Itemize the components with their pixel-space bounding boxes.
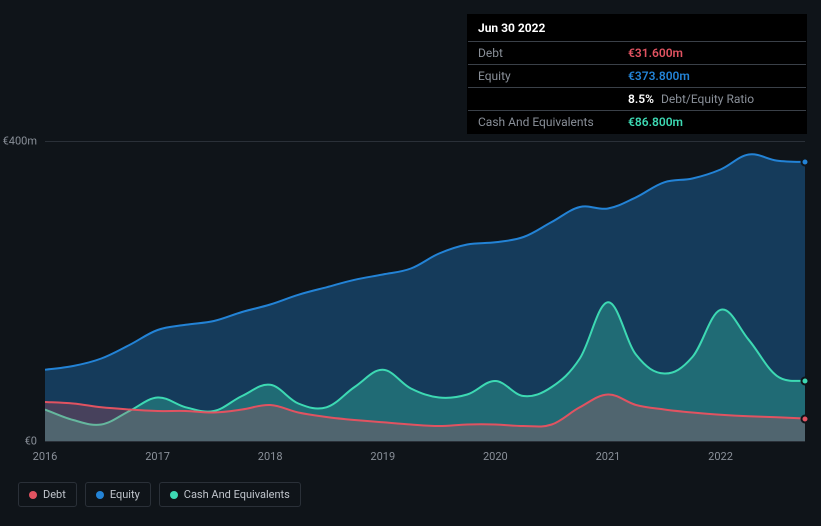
- legend-dot-icon: [170, 491, 178, 499]
- legend-dot-icon: [96, 491, 104, 499]
- tooltip-row-label: Cash And Equivalents: [478, 115, 628, 129]
- tooltip-row-value: €373.800m: [628, 69, 690, 83]
- tooltip-row-label: Debt: [478, 46, 628, 60]
- legend-item-cash[interactable]: Cash And Equivalents: [159, 482, 301, 507]
- chart-tooltip: Jun 30 2022 Debt€31.600mEquity€373.800m8…: [467, 14, 807, 134]
- tooltip-row: Equity€373.800m: [468, 65, 806, 88]
- x-axis-label: 2019: [370, 450, 395, 463]
- x-axis-label: 2016: [33, 450, 58, 463]
- y-axis-label: €0: [0, 435, 37, 448]
- series-end-marker-debt: [801, 414, 810, 423]
- y-axis-label: €400m: [0, 135, 37, 148]
- tooltip-row: Debt€31.600m: [468, 42, 806, 65]
- chart-container: Jun 30 2022 Debt€31.600mEquity€373.800m8…: [0, 0, 821, 526]
- x-axis-label: 2017: [145, 450, 170, 463]
- chart-plot[interactable]: [45, 141, 805, 441]
- tooltip-ratio-label: Debt/Equity Ratio: [658, 92, 754, 106]
- legend-item-label: Equity: [110, 488, 140, 501]
- tooltip-row-value: €31.600m: [628, 46, 683, 60]
- tooltip-row-label: Equity: [478, 69, 628, 83]
- series-end-marker-equity: [801, 158, 810, 167]
- tooltip-row: 8.5% Debt/Equity Ratio: [468, 88, 806, 111]
- x-axis-label: 2022: [708, 450, 733, 463]
- x-axis-label: 2021: [596, 450, 621, 463]
- chart-legend: Debt Equity Cash And Equivalents: [18, 482, 301, 507]
- legend-item-debt[interactable]: Debt: [18, 482, 77, 507]
- x-axis-label: 2018: [258, 450, 283, 463]
- tooltip-date: Jun 30 2022: [468, 15, 806, 42]
- legend-item-label: Cash And Equivalents: [184, 488, 290, 501]
- gridline-bottom: [45, 441, 805, 442]
- tooltip-ratio-value: 8.5%: [628, 92, 654, 106]
- x-axis-label: 2020: [483, 450, 508, 463]
- legend-dot-icon: [29, 491, 37, 499]
- tooltip-row-value: €86.800m: [628, 115, 683, 129]
- legend-item-equity[interactable]: Equity: [85, 482, 151, 507]
- legend-item-label: Debt: [43, 488, 66, 501]
- series-end-marker-cash: [801, 377, 810, 386]
- tooltip-row: Cash And Equivalents€86.800m: [468, 111, 806, 133]
